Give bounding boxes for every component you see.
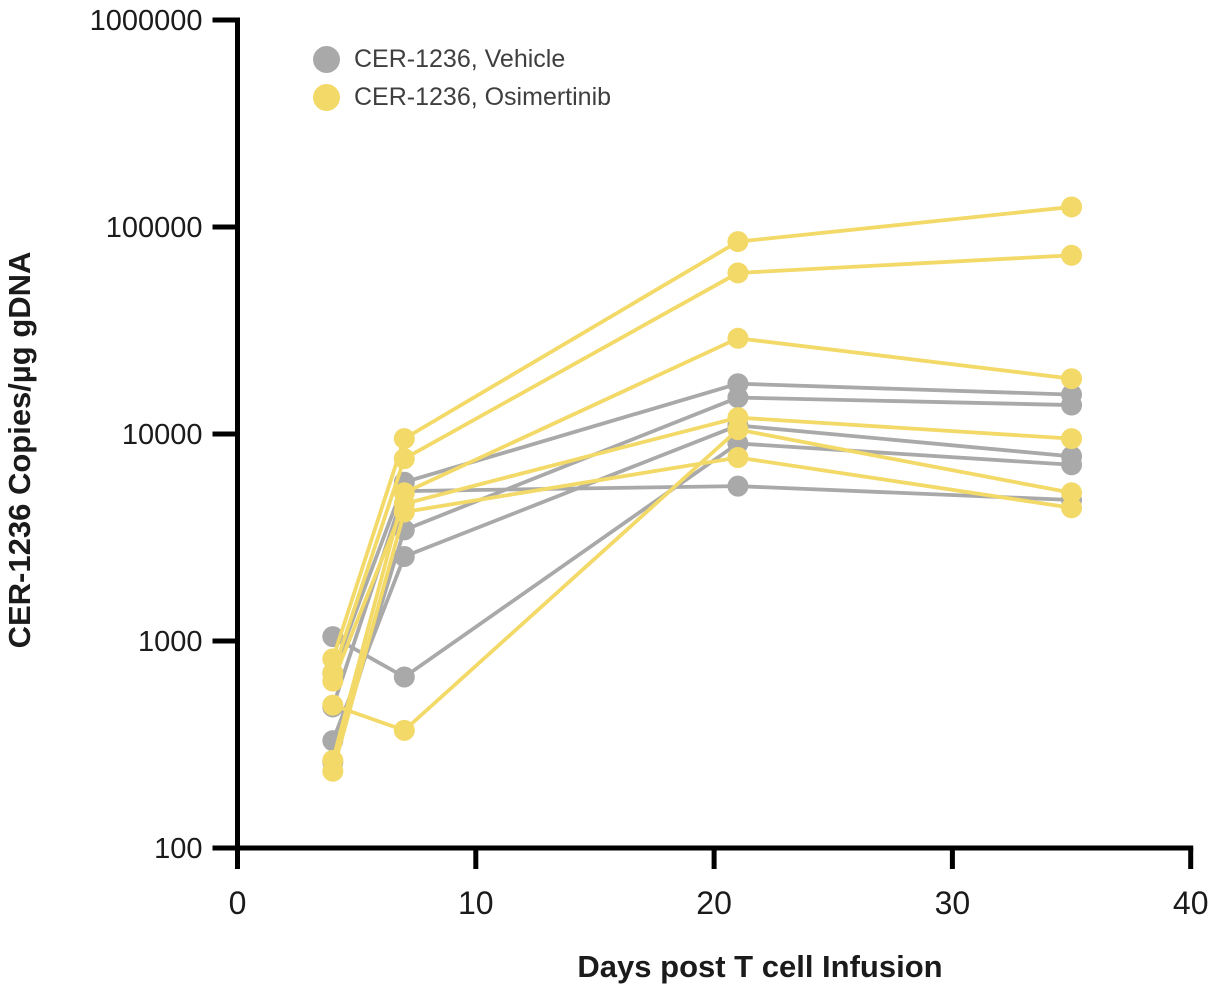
data-point-vehicle-4-day7 — [393, 666, 415, 688]
data-point-osimertinib-4-day35 — [1061, 428, 1083, 450]
x-tick-label: 0 — [229, 885, 247, 921]
data-point-osimertinib-5-day21 — [727, 419, 749, 441]
legend-item: CER-1236, Vehicle — [313, 45, 611, 74]
data-point-osimertinib-2-day35 — [1061, 244, 1083, 266]
data-point-osimertinib-6-day4 — [322, 760, 344, 782]
data-point-vehicle-2-day21 — [727, 387, 749, 409]
data-point-osimertinib-2-day21 — [727, 262, 749, 284]
legend: CER-1236, Vehicle CER-1236, Osimertinib — [313, 45, 611, 121]
x-axis-title: Days post T cell Infusion — [577, 949, 942, 984]
series-line-osimertinib-3 — [330, 336, 1072, 761]
x-tick-label: 20 — [696, 885, 732, 921]
data-point-vehicle-3-day7 — [393, 545, 415, 567]
data-point-osimertinib-3-day21 — [727, 327, 749, 349]
legend-label: CER-1236, Osimertinib — [354, 83, 612, 111]
x-tick-label: 30 — [935, 885, 971, 921]
y-tick-label: 10000 — [122, 419, 203, 451]
y-tick-label: 1000 — [138, 626, 203, 658]
x-tick-label: 10 — [458, 885, 494, 921]
data-point-vehicle-4-day35 — [1061, 454, 1083, 476]
data-series-layer — [322, 196, 1083, 782]
data-point-osimertinib-3-day35 — [1061, 368, 1083, 390]
data-point-osimertinib-6-day7 — [393, 501, 415, 523]
data-point-osimertinib-5-day35 — [1061, 482, 1083, 504]
legend-label: CER-1236, Vehicle — [354, 45, 566, 73]
data-point-osimertinib-1-day7 — [393, 428, 415, 450]
series-line-vehicle-2 — [331, 395, 1072, 763]
data-point-osimertinib-1-day21 — [727, 231, 749, 253]
legend-marker-icon — [313, 46, 340, 73]
series-line-osimertinib-2 — [331, 253, 1072, 674]
data-point-vehicle-5-day21 — [727, 475, 749, 497]
x-tick-label: 40 — [1173, 885, 1209, 921]
axis-label-layer: Days post T cell Infusion CER-1236 Copie… — [2, 252, 943, 984]
series-line-osimertinib-5 — [332, 427, 1072, 733]
data-point-osimertinib-6-day21 — [727, 446, 749, 468]
legend-marker-icon — [313, 84, 340, 111]
series-line-osimertinib-1 — [331, 205, 1072, 660]
series-line-vehicle-4 — [331, 441, 1072, 680]
axes: 100 1000 10000 100000 1000000 0 10 20 30 40 — [90, 5, 1209, 921]
y-tick-label: 100 — [154, 833, 202, 865]
data-point-osimertinib-2-day7 — [393, 448, 415, 470]
y-tick-label: 100000 — [106, 212, 203, 244]
data-point-osimertinib-1-day35 — [1061, 196, 1083, 218]
legend-item: CER-1236, Osimertinib — [313, 83, 611, 112]
series-line-osimertinib-6 — [330, 455, 1072, 772]
data-point-osimertinib-5-day7 — [393, 719, 415, 741]
series-line-osimertinib-4 — [331, 415, 1072, 682]
data-point-osimertinib-4-day4 — [322, 670, 344, 692]
series-line-vehicle-5 — [331, 484, 1072, 708]
data-point-vehicle-2-day35 — [1061, 394, 1083, 416]
data-point-osimertinib-6-day35 — [1061, 497, 1083, 519]
data-point-osimertinib-5-day4 — [322, 694, 344, 716]
y-axis-title: CER-1236 Copies/µg gDNA — [2, 252, 37, 649]
y-tick-label: 1000000 — [90, 5, 203, 37]
series-line-vehicle-1 — [331, 381, 1072, 674]
